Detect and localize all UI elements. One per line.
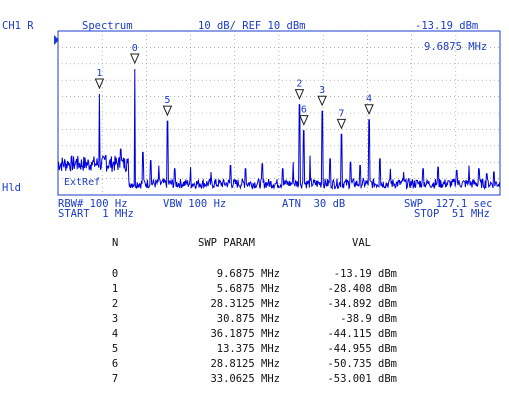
marker-triangle-icon (317, 95, 327, 107)
table-header-val: VAL (352, 237, 371, 249)
table-cell-val: -13.19 dBm (333, 268, 397, 280)
ref-level-arrow-icon (54, 35, 59, 45)
marker-7: 7 (336, 108, 347, 130)
marker-label: 4 (366, 94, 372, 105)
marker-triangle-icon (336, 118, 347, 130)
marker-triangle-icon (162, 105, 173, 117)
marker-triangle-icon (294, 89, 305, 100)
table-cell-n: 4 (111, 328, 119, 340)
marker-triangle-icon (364, 104, 374, 115)
extref-label: ExtRef (64, 177, 101, 188)
vbw-label: VBW 100 Hz (163, 198, 227, 210)
table-cell-n: 7 (111, 373, 119, 385)
mode-label: Spectrum (82, 20, 133, 32)
table-cell-param: 5.6875 MHz (216, 283, 280, 295)
table-cell-val: -38.9 dBm (340, 313, 397, 325)
marker-2: 2 (294, 79, 305, 100)
start-freq-label: START 1 MHz (58, 208, 134, 220)
table-cell-n: 1 (111, 283, 119, 295)
marker-label: 6 (301, 105, 307, 116)
channel-label: CH1 R (2, 20, 34, 32)
table-cell-n: 3 (111, 313, 119, 325)
marker-0: 0 (130, 43, 140, 65)
table-cell-n: 0 (111, 268, 119, 280)
marker-triangle-icon (94, 78, 105, 90)
marker-freq-readout: 9.6875 MHz (424, 41, 488, 53)
marker-label: 2 (296, 79, 302, 90)
table-header-n: N (112, 237, 119, 249)
scale-label: 10 dB/ REF 10 dBm (198, 20, 306, 32)
table-cell-param: 36.1875 MHz (210, 328, 280, 340)
stop-freq-label: STOP 51 MHz (414, 208, 490, 220)
marker-triangle-icon (299, 115, 309, 126)
table-cell-val: -53.001 dBm (327, 373, 397, 385)
table-header-param: SWP PARAM (198, 237, 255, 249)
table-cell-val: -50.735 dBm (327, 358, 397, 370)
table-cell-n: 6 (111, 358, 119, 370)
marker-value-readout: -13.19 dBm (415, 20, 479, 32)
table-cell-val: -34.892 dBm (327, 298, 397, 310)
marker-1: 1 (94, 68, 105, 90)
rbw-label: RBW# 100 Hz (58, 198, 128, 210)
table-cell-param: 28.8125 MHz (210, 358, 280, 370)
table-cell-param: 33.0625 MHz (210, 373, 280, 385)
marker-layer: 0 1 2 3 4 5 6 7 (94, 43, 374, 130)
table-cell-param: 30.875 MHz (216, 313, 280, 325)
table-cell-val: -44.115 dBm (327, 328, 397, 340)
hold-label: Hld (2, 182, 21, 194)
table-cell-n: 2 (111, 298, 119, 310)
marker-label: 0 (132, 43, 138, 54)
table-cell-param: 13.375 MHz (216, 343, 280, 355)
marker-label: 5 (164, 95, 170, 106)
marker-3: 3 (317, 85, 327, 107)
marker-5: 5 (162, 95, 173, 117)
table-cell-val: -28.408 dBm (327, 283, 397, 295)
marker-label: 3 (319, 85, 325, 96)
table-cell-param: 28.3125 MHz (210, 298, 280, 310)
marker-triangle-icon (130, 53, 140, 65)
marker-label: 7 (338, 108, 344, 119)
table-cell-param: 9.6875 MHz (216, 268, 280, 280)
marker-4: 4 (364, 94, 374, 115)
spectrum-trace (57, 68, 501, 191)
table-cell-val: -44.955 dBm (327, 343, 397, 355)
marker-label: 1 (96, 68, 102, 79)
plot-grid (57, 30, 501, 196)
atn-label: ATN 30 dB (282, 198, 346, 210)
table-cell-n: 5 (111, 343, 119, 355)
swp-label: SWP 127.1 sec (404, 198, 493, 210)
marker-6: 6 (299, 105, 309, 126)
